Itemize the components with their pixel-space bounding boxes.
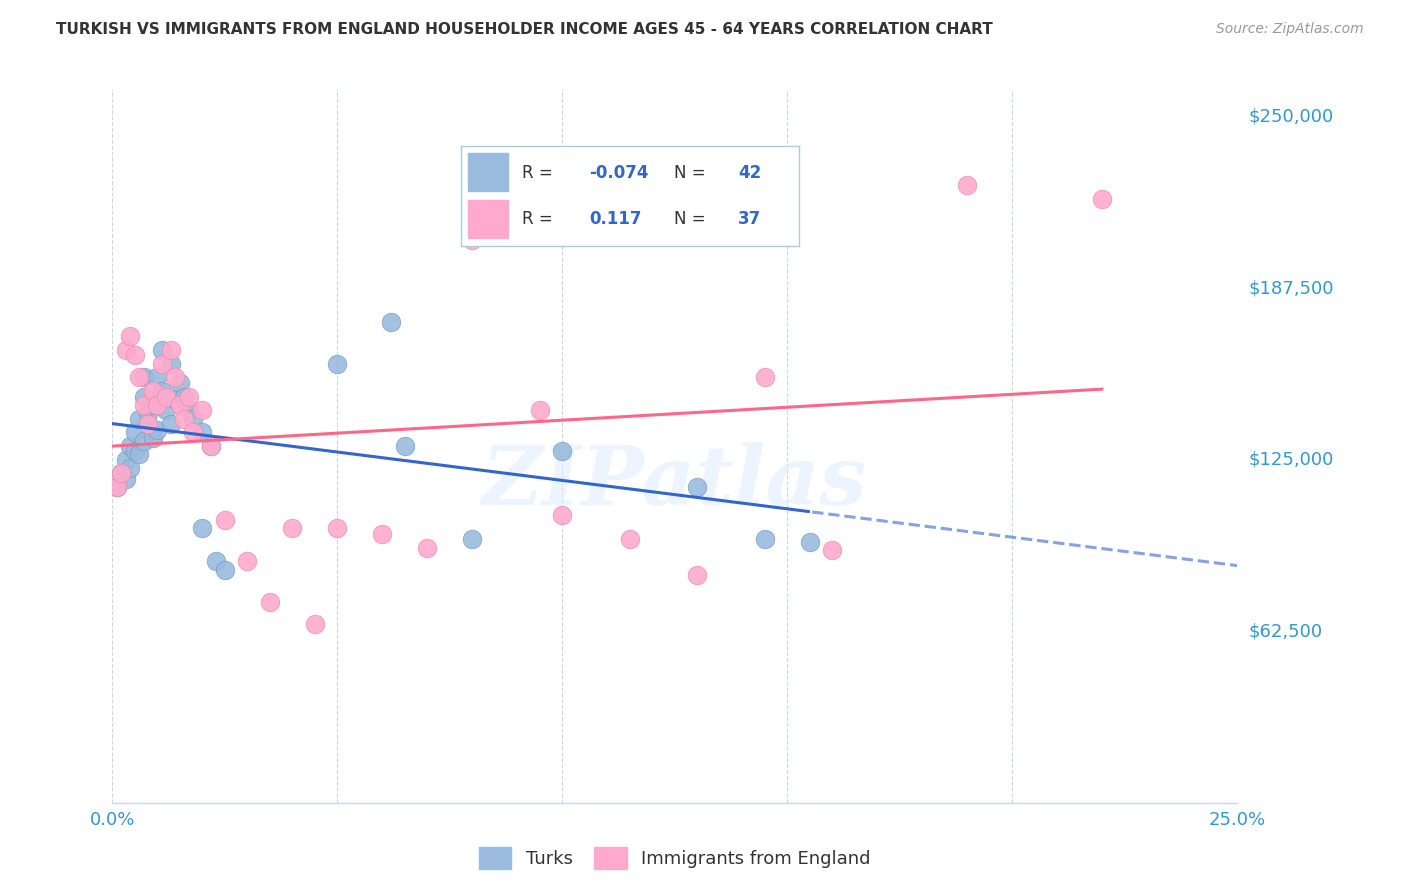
Point	[236, 554, 259, 568]
Point	[124, 348, 146, 362]
Point	[138, 417, 160, 431]
Point	[1091, 192, 1114, 206]
Point	[169, 376, 191, 390]
Point	[214, 562, 236, 576]
Point	[150, 357, 173, 371]
Point	[461, 533, 484, 547]
Point	[191, 403, 214, 417]
Point	[529, 403, 551, 417]
Point	[146, 398, 169, 412]
Point	[132, 398, 155, 412]
Point	[183, 425, 205, 440]
Point	[177, 403, 200, 417]
Point	[138, 406, 160, 420]
Point	[200, 439, 222, 453]
Point	[105, 480, 128, 494]
Point	[394, 439, 416, 453]
Point	[115, 343, 138, 357]
Point	[155, 403, 177, 417]
Point	[326, 521, 349, 535]
Point	[115, 452, 138, 467]
Point	[132, 370, 155, 384]
Point	[754, 533, 776, 547]
Point	[160, 357, 183, 371]
Point	[619, 533, 641, 547]
Point	[160, 417, 183, 431]
Text: ZIPatlas: ZIPatlas	[482, 442, 868, 522]
Point	[551, 508, 574, 522]
Point	[165, 392, 187, 407]
Point	[124, 425, 146, 440]
Point	[138, 417, 160, 431]
Point	[128, 447, 150, 461]
Point	[754, 370, 776, 384]
Point	[150, 343, 173, 357]
Text: $187,500: $187,500	[1249, 279, 1334, 297]
Point	[191, 521, 214, 535]
Point	[150, 384, 173, 398]
Point	[155, 390, 177, 404]
Point	[160, 343, 183, 357]
Point	[200, 439, 222, 453]
Point	[551, 444, 574, 458]
Point	[120, 439, 142, 453]
Point	[686, 480, 709, 494]
Point	[115, 472, 138, 486]
Point	[183, 411, 205, 425]
Point	[214, 513, 236, 527]
Point	[191, 425, 214, 440]
Point	[416, 541, 439, 555]
Point	[326, 357, 349, 371]
Point	[128, 370, 150, 384]
Point	[304, 617, 326, 632]
Point	[799, 535, 821, 549]
Point	[169, 398, 191, 412]
Point	[173, 390, 195, 404]
Point	[120, 329, 142, 343]
Point	[120, 461, 142, 475]
Point	[142, 384, 165, 398]
Point	[281, 521, 304, 535]
Point	[686, 568, 709, 582]
Point	[165, 370, 187, 384]
Point	[259, 595, 281, 609]
Text: TURKISH VS IMMIGRANTS FROM ENGLAND HOUSEHOLDER INCOME AGES 45 - 64 YEARS CORRELA: TURKISH VS IMMIGRANTS FROM ENGLAND HOUSE…	[56, 22, 993, 37]
Point	[105, 480, 128, 494]
Point	[110, 467, 132, 481]
Point	[142, 431, 165, 445]
Point	[821, 543, 844, 558]
Text: Source: ZipAtlas.com: Source: ZipAtlas.com	[1216, 22, 1364, 37]
Point	[124, 444, 146, 458]
Point	[142, 398, 165, 412]
Point	[128, 411, 150, 425]
Point	[146, 423, 169, 437]
Point	[177, 390, 200, 404]
Point	[173, 411, 195, 425]
Point	[132, 434, 155, 448]
Text: $250,000: $250,000	[1249, 108, 1334, 126]
Point	[956, 178, 979, 193]
Point	[146, 370, 169, 384]
Point	[132, 390, 155, 404]
Point	[205, 554, 228, 568]
Point	[380, 316, 402, 330]
Point	[110, 467, 132, 481]
Point	[461, 233, 484, 247]
Legend: Turks, Immigrants from England: Turks, Immigrants from England	[471, 839, 879, 876]
Text: $125,000: $125,000	[1249, 450, 1334, 468]
Text: $62,500: $62,500	[1249, 623, 1323, 640]
Point	[371, 526, 394, 541]
